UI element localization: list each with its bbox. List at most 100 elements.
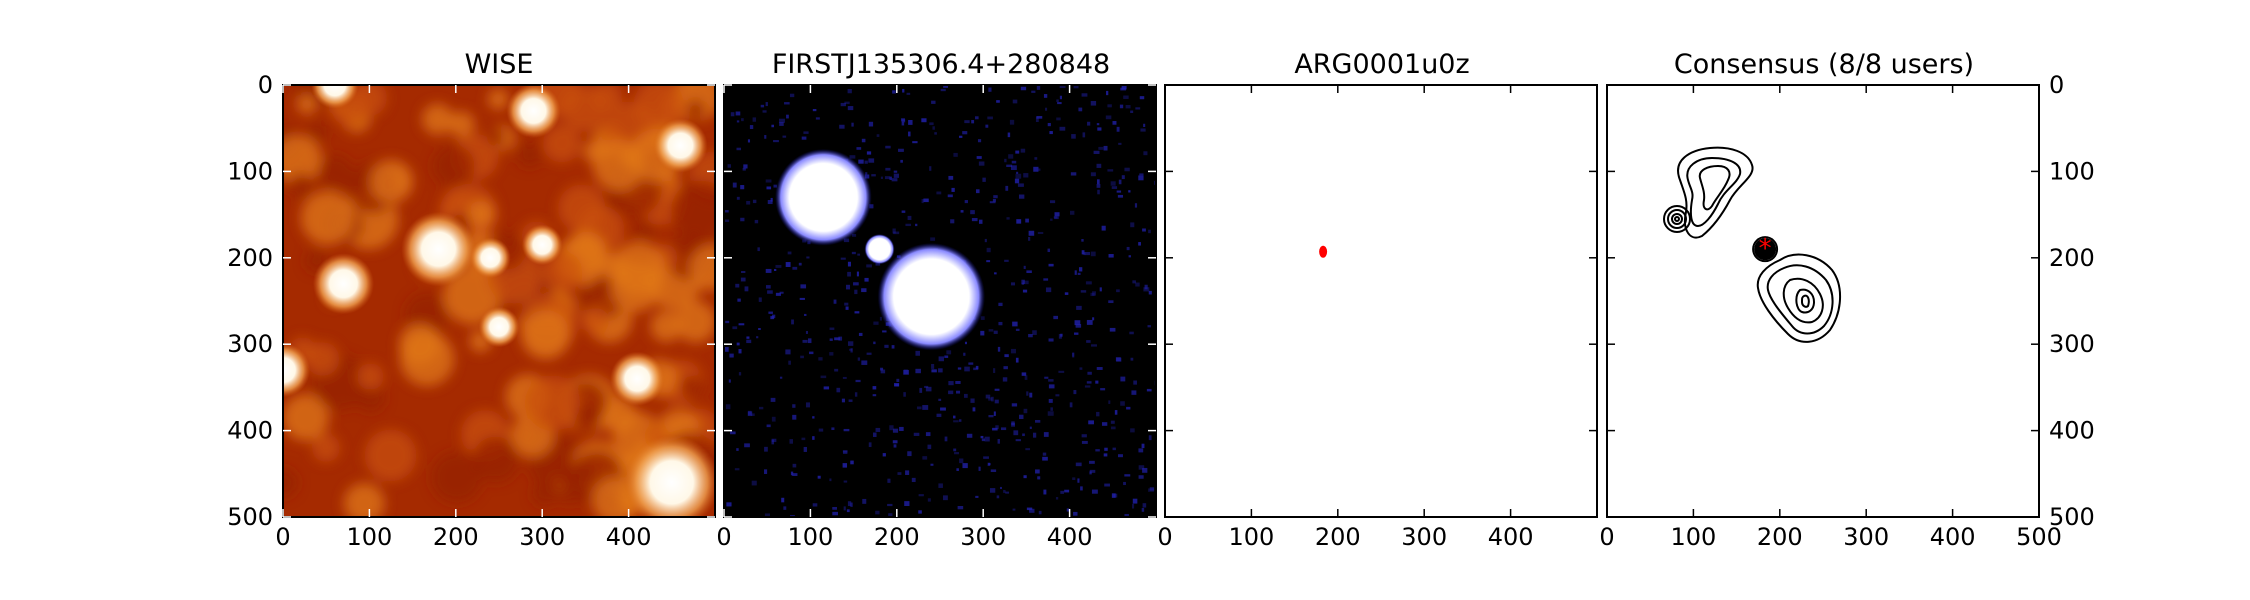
x-tick-label: 200 — [1315, 523, 1361, 551]
contour-line — [1800, 294, 1810, 308]
first-noise — [770, 397, 776, 402]
first-noise — [873, 321, 879, 325]
first-noise — [773, 184, 777, 188]
y-tick-label: 500 — [2049, 503, 2095, 531]
first-noise — [865, 172, 868, 175]
first-noise — [1144, 284, 1148, 290]
first-noise — [983, 456, 989, 459]
first-noise — [953, 448, 957, 452]
first-noise — [992, 427, 998, 431]
contour-line — [1677, 146, 1754, 239]
first-noise — [1054, 216, 1059, 220]
wise-noise-blob — [431, 451, 483, 503]
wise-noise-blob — [357, 363, 384, 390]
first-noise — [1038, 168, 1041, 171]
first-noise — [857, 357, 861, 361]
first-noise — [982, 177, 986, 182]
first-noise — [1043, 278, 1049, 281]
x-tick-label: 400 — [606, 523, 652, 551]
first-noise — [1072, 477, 1076, 481]
first-noise — [908, 119, 913, 125]
wise-noise-blob — [364, 429, 417, 482]
first-noise — [1003, 366, 1008, 370]
first-noise — [1082, 252, 1086, 256]
first-noise — [842, 450, 848, 453]
first-noise — [736, 448, 739, 451]
first-noise — [895, 383, 899, 387]
first-noise — [729, 353, 734, 358]
first-noise — [889, 425, 894, 431]
first-noise — [724, 219, 730, 222]
first-noise — [1073, 85, 1079, 89]
first-noise — [1043, 489, 1047, 495]
first-noise — [1011, 282, 1016, 286]
first-noise — [1076, 305, 1082, 310]
first-noise — [1148, 229, 1151, 234]
first-noise — [988, 397, 993, 401]
wise-noise-blob — [472, 436, 519, 483]
first-noise — [872, 386, 877, 390]
first-noise — [1070, 172, 1077, 176]
first-noise — [779, 291, 784, 294]
wise-noise-blob — [283, 393, 330, 441]
first-noise — [1028, 230, 1035, 236]
first-noise — [754, 219, 759, 224]
first-noise — [1023, 265, 1026, 269]
first-noise — [964, 366, 970, 372]
first-noise — [893, 231, 900, 235]
first-noise — [873, 341, 876, 345]
first-noise — [1079, 367, 1083, 370]
first-noise — [1096, 367, 1103, 370]
first-noise — [765, 268, 772, 273]
first-noise — [1008, 154, 1014, 159]
first-noise — [842, 463, 848, 468]
first-noise — [1117, 194, 1124, 198]
contour-ring — [1667, 209, 1687, 229]
panel-1: 0 100 200 300 400 0 100 200 300 400 500 — [227, 71, 716, 551]
first-noise — [1090, 251, 1096, 257]
first-noise — [1112, 121, 1117, 125]
first-noise — [1112, 447, 1116, 451]
first-noise — [1073, 390, 1077, 395]
first-noise — [948, 381, 954, 386]
first-noise — [970, 210, 975, 215]
first-noise — [1100, 388, 1106, 391]
first-noise — [812, 108, 817, 112]
panel-2-frame — [723, 84, 1157, 518]
first-noise — [1081, 93, 1088, 97]
first-noise — [742, 167, 746, 171]
first-noise — [985, 124, 989, 128]
first-noise — [730, 112, 735, 117]
first-noise — [864, 160, 868, 164]
first-noise — [908, 131, 911, 137]
first-noise — [1108, 400, 1111, 404]
first-noise — [1015, 357, 1019, 363]
first-noise — [922, 405, 929, 410]
first-noise — [868, 121, 874, 127]
y-tick-label: 300 — [227, 330, 273, 358]
first-noise — [1053, 315, 1059, 320]
first-noise — [946, 350, 952, 355]
first-noise — [792, 463, 797, 468]
first-noise — [728, 379, 731, 383]
first-noise — [1025, 448, 1031, 451]
first-noise — [1045, 107, 1048, 111]
first-noise — [955, 380, 961, 384]
first-noise — [832, 511, 839, 516]
wise-noise-blob — [633, 217, 657, 240]
first-noise — [1114, 410, 1118, 415]
first-noise — [738, 349, 742, 354]
first-noise — [838, 336, 843, 341]
first-noise — [1104, 447, 1108, 451]
first-noise — [1026, 391, 1029, 396]
first-noise — [1082, 132, 1086, 138]
wise-noise-blob — [305, 342, 340, 376]
first-noise — [1032, 432, 1037, 438]
first-noise — [944, 355, 949, 358]
first-noise — [964, 341, 968, 345]
first-noise — [1005, 185, 1009, 191]
first-noise — [774, 268, 777, 271]
first-noise — [1135, 282, 1140, 287]
first-noise — [751, 413, 755, 416]
first-noise — [919, 387, 923, 393]
